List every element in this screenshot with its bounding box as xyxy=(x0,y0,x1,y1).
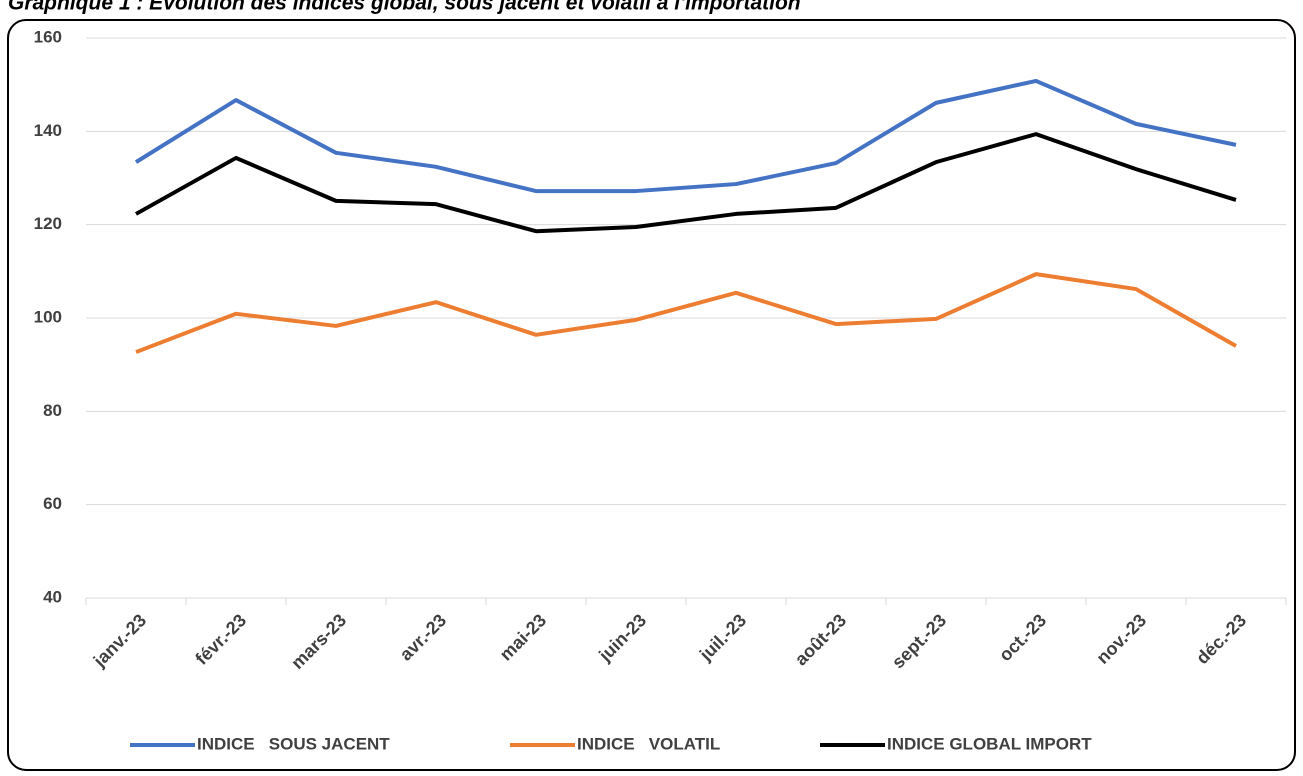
y-tick-label: 120 xyxy=(34,214,62,233)
y-tick-label: 100 xyxy=(34,307,62,326)
legend-label: INDICE SOUS JACENT xyxy=(197,734,390,753)
legend-label: INDICE VOLATIL xyxy=(577,734,720,753)
y-tick-label: 60 xyxy=(43,494,62,513)
y-tick-label: 80 xyxy=(43,401,62,420)
series-line xyxy=(135,272,1237,354)
y-tick-label: 140 xyxy=(34,121,62,140)
y-tick-label: 40 xyxy=(43,587,62,606)
y-tick-label: 160 xyxy=(34,27,62,46)
series-line xyxy=(135,132,1237,234)
series-line xyxy=(134,78,1237,194)
legend-label: INDICE GLOBAL IMPORT xyxy=(887,734,1092,753)
chart-frame xyxy=(7,19,1296,771)
chart-title: Graphique 1 : Evolution des indices glob… xyxy=(8,0,801,15)
